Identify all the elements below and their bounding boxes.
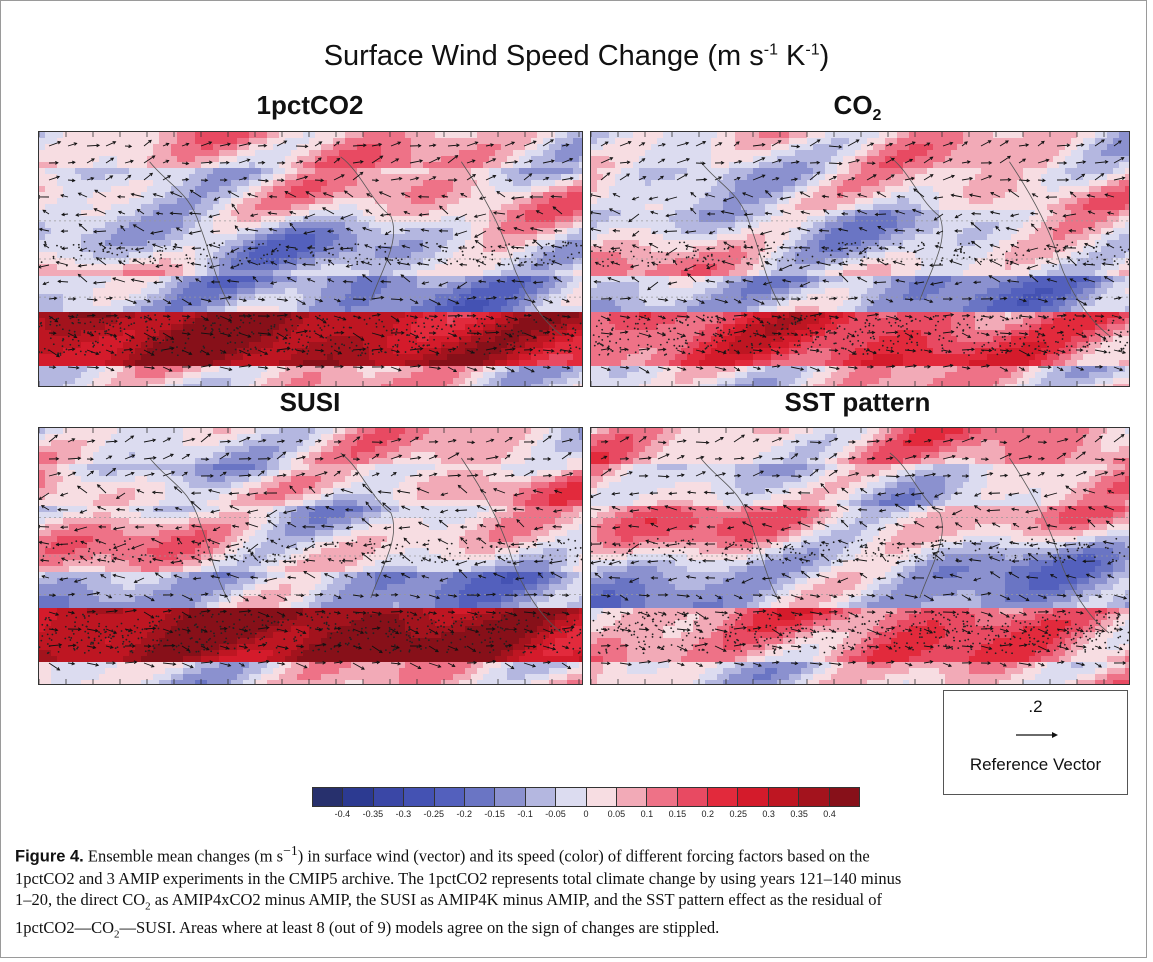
colorbar-ticks: -0.4 -0.35 -0.3 -0.25 -0.2 -0.15 -0.1 -0.05 0 0.0… xyxy=(312,809,860,821)
colorbar-tick-label: -0.2 xyxy=(456,809,472,819)
colorbar xyxy=(312,787,860,807)
reference-vector-value: .2 xyxy=(944,697,1127,717)
colorbar-tick-label: 0.35 xyxy=(790,809,808,819)
colorbar-swatch xyxy=(373,788,405,806)
colorbar-swatch xyxy=(768,788,800,806)
colorbar-swatch xyxy=(495,788,526,806)
colorbar-swatch xyxy=(404,788,435,806)
colorbar-tick-label: 0 xyxy=(583,809,588,819)
colorbar-tick-label: -0.1 xyxy=(517,809,533,819)
colorbar-tick-label: -0.4 xyxy=(335,809,351,819)
colorbar-swatch xyxy=(556,788,587,806)
colorbar-swatch xyxy=(799,788,830,806)
panel-title-susi: SUSI xyxy=(40,387,580,422)
caption-label: Figure 4. xyxy=(15,848,84,866)
panel-title-sst-pattern: SST pattern xyxy=(590,387,1125,422)
figure-caption: Figure 4. Ensemble mean changes (m s−1) … xyxy=(15,840,1130,945)
panel-title-co2: CO2 xyxy=(590,90,1125,125)
colorbar-tick-label: -0.05 xyxy=(545,809,566,819)
colorbar-swatch xyxy=(738,788,769,806)
colorbar-swatch xyxy=(616,788,648,806)
figure-title: Surface Wind Speed Change (m s-1 K-1) xyxy=(0,40,1153,73)
colorbar-swatch xyxy=(434,788,465,806)
colorbar-tick-label: -0.3 xyxy=(396,809,412,819)
reference-vector-arrow-icon xyxy=(944,725,1127,745)
colorbar-swatch xyxy=(708,788,739,806)
colorbar-swatch xyxy=(677,788,709,806)
colorbar-tick-label: 0.15 xyxy=(669,809,687,819)
panel-title-1pctco2: 1pctCO2 xyxy=(40,90,580,125)
colorbar-tick-label: 0.1 xyxy=(641,809,654,819)
reference-vector-label: Reference Vector xyxy=(944,755,1127,775)
colorbar-swatch xyxy=(586,788,617,806)
map-panel-susi xyxy=(38,427,583,685)
colorbar-swatch xyxy=(313,788,344,806)
colorbar-swatch xyxy=(525,788,557,806)
colorbar-swatch xyxy=(343,788,374,806)
colorbar-tick-label: -0.35 xyxy=(363,809,384,819)
colorbar-tick-label: 0.05 xyxy=(608,809,626,819)
map-panel-sst-pattern xyxy=(590,427,1130,685)
colorbar-tick-label: -0.25 xyxy=(424,809,445,819)
colorbar-swatch xyxy=(464,788,496,806)
reference-vector-box: .2 Reference Vector xyxy=(943,690,1128,795)
colorbar-tick-label: 0.3 xyxy=(762,809,775,819)
map-panel-1pctco2 xyxy=(38,131,583,387)
colorbar-tick-label: -0.15 xyxy=(484,809,505,819)
colorbar-swatch xyxy=(647,788,678,806)
colorbar-tick-label: 0.25 xyxy=(729,809,747,819)
map-panel-co2 xyxy=(590,131,1130,387)
colorbar-tick-label: 0.2 xyxy=(702,809,715,819)
colorbar-swatch xyxy=(829,788,860,806)
colorbar-tick-label: 0.4 xyxy=(823,809,836,819)
